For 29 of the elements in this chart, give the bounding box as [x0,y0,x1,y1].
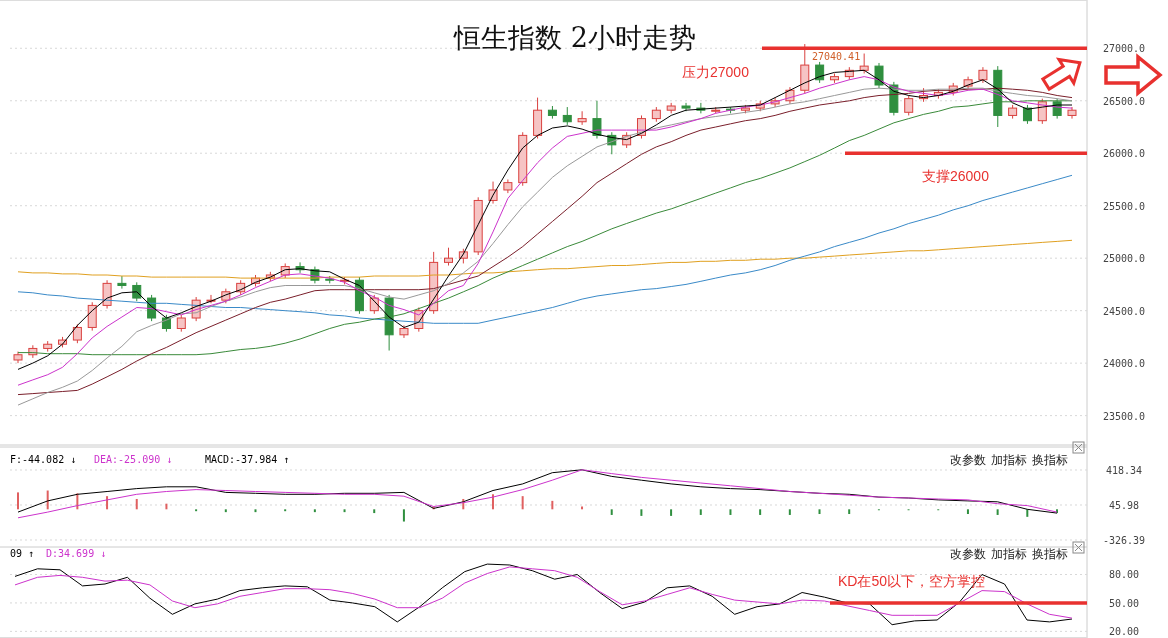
y-tick-label: 20.00 [1108,626,1140,638]
annotation: F:-44.082 ↓ [10,454,77,465]
y-tick-label: 45.98 [1108,499,1140,511]
y-tick-label: 25500.0 [1102,200,1146,212]
y-tick-label: 418.34 [1105,464,1143,476]
y-tick-label: 24000.0 [1102,358,1146,370]
y-tick-label: 24500.0 [1102,305,1146,317]
y-tick-label: -326.39 [1102,534,1146,546]
annotation: 换指标 [1032,453,1068,467]
y-tick-label: 23500.0 [1102,410,1146,422]
annotation: MACD:-37.984 ↑ [205,454,290,465]
y-tick-label: 26000.0 [1102,148,1146,160]
annotation: DEA:-25.090 ↓ [94,454,173,465]
annotation: 改参数 [950,547,986,561]
annotation: D:34.699 ↓ [46,548,107,559]
y-tick-label: 27000.0 [1102,43,1146,55]
annotation: 加指标 [991,453,1027,467]
text: 恒生指数 2小时走势 [453,22,696,53]
ref-line-label: 压力27000 [682,64,750,81]
annotation: 改参数 [950,453,986,467]
annotation: 加指标 [991,547,1027,561]
annotation: 换指标 [1032,547,1068,561]
y-tick-label: 25000.0 [1102,253,1146,265]
y-tick-label: 50.00 [1108,597,1140,609]
y-tick-label: 80.00 [1108,569,1140,581]
annotation: 09 ↑ [10,548,35,559]
annotation: 27040.41 [812,51,861,63]
ref-line-label: 支撑26000 [922,168,990,185]
y-tick-label: 26500.0 [1102,95,1146,107]
